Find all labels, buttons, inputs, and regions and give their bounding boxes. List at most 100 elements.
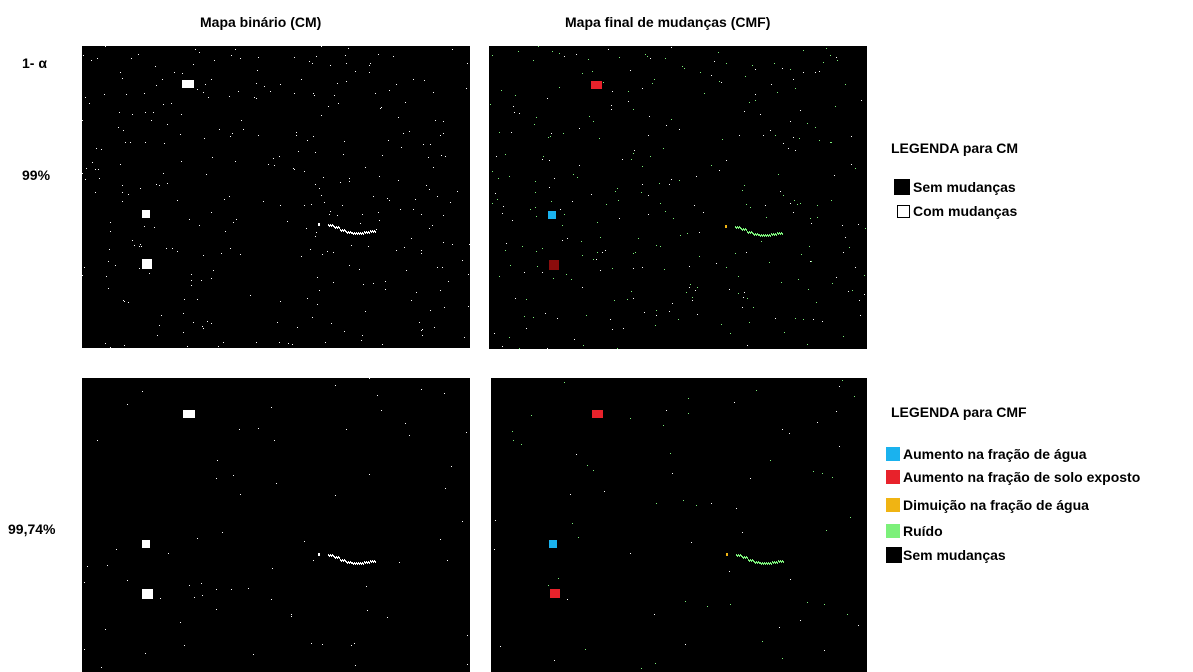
noise-pixel	[263, 201, 264, 202]
noise-pixel	[579, 165, 580, 166]
noise-pixel	[221, 253, 222, 254]
noise-pixel	[800, 620, 801, 621]
noise-pixel	[309, 61, 310, 62]
noise-pixel	[204, 138, 205, 139]
noise-pixel	[832, 477, 833, 478]
noise-pixel	[535, 181, 536, 182]
noise-pixel	[633, 153, 634, 154]
noise-pixel	[803, 50, 804, 51]
noise-pixel	[182, 73, 183, 74]
change-trace	[773, 562, 774, 564]
change-trace	[737, 226, 738, 228]
noise-pixel	[160, 598, 161, 599]
noise-pixel	[405, 423, 406, 424]
noise-pixel	[321, 195, 322, 196]
legend-cm-title: LEGENDA para CM	[891, 140, 1019, 156]
noise-pixel	[501, 90, 502, 91]
noise-pixel	[203, 328, 204, 329]
noise-pixel	[304, 541, 305, 542]
noise-pixel	[224, 199, 225, 200]
noise-pixel	[233, 222, 234, 223]
noise-pixel	[211, 212, 212, 213]
noise-pixel	[422, 335, 423, 336]
noise-pixel	[195, 49, 196, 50]
noise-pixel	[108, 288, 109, 289]
noise-pixel	[648, 214, 649, 215]
noise-pixel	[429, 189, 430, 190]
noise-pixel	[140, 244, 141, 245]
noise-pixel	[770, 130, 771, 131]
noise-pixel	[243, 129, 244, 130]
noise-pixel	[610, 319, 611, 320]
soil-increase-block	[549, 260, 559, 270]
noise-pixel	[719, 170, 720, 171]
noise-pixel	[128, 302, 129, 303]
noise-pixel	[276, 483, 277, 484]
noise-pixel	[109, 249, 110, 250]
noise-pixel	[656, 310, 657, 311]
noise-pixel	[564, 382, 565, 383]
noise-pixel	[627, 299, 628, 300]
noise-pixel	[794, 200, 795, 201]
noise-pixel	[291, 614, 292, 615]
noise-pixel	[824, 650, 825, 651]
noise-pixel	[801, 254, 802, 255]
noise-pixel	[296, 132, 297, 133]
noise-pixel	[180, 622, 181, 623]
noise-pixel	[164, 143, 165, 144]
noise-pixel	[145, 112, 146, 113]
noise-pixel	[349, 178, 350, 179]
noise-pixel	[462, 521, 463, 522]
change-trace	[765, 563, 766, 565]
noise-pixel	[502, 213, 503, 214]
noise-pixel	[826, 530, 827, 531]
change-trace	[337, 227, 338, 229]
noise-pixel	[127, 580, 128, 581]
change-trace	[782, 233, 783, 235]
noise-pixel	[711, 75, 712, 76]
change-trace	[759, 234, 760, 236]
noise-pixel	[660, 203, 661, 204]
change-trace	[768, 562, 769, 564]
noise-pixel	[162, 79, 163, 80]
noise-pixel	[665, 211, 666, 212]
noise-pixel	[752, 65, 753, 66]
change-trace	[748, 232, 749, 234]
noise-pixel	[115, 265, 116, 266]
noise-pixel	[256, 342, 257, 343]
noise-pixel	[699, 256, 700, 257]
noise-pixel	[271, 407, 272, 408]
noise-pixel	[819, 71, 820, 72]
noise-pixel	[166, 248, 167, 249]
noise-pixel	[331, 323, 332, 324]
noise-pixel	[672, 303, 673, 304]
noise-pixel	[582, 73, 583, 74]
noise-pixel	[316, 56, 317, 57]
change-trace	[749, 231, 750, 233]
noise-pixel	[122, 192, 123, 193]
change-trace	[355, 563, 356, 565]
noise-pixel	[177, 200, 178, 201]
noise-pixel	[258, 135, 259, 136]
noise-pixel	[852, 290, 853, 291]
noise-pixel	[696, 176, 697, 177]
noise-pixel	[535, 207, 536, 208]
noise-pixel	[692, 297, 693, 298]
noise-pixel	[385, 281, 386, 282]
noise-pixel	[333, 282, 334, 283]
change-trace	[368, 561, 369, 563]
noise-pixel	[421, 214, 422, 215]
noise-pixel	[571, 279, 572, 280]
noise-pixel	[623, 328, 624, 329]
noise-pixel	[711, 165, 712, 166]
change-trace	[743, 228, 744, 230]
noise-pixel	[424, 80, 425, 81]
noise-pixel	[659, 183, 660, 184]
noise-pixel	[225, 231, 226, 232]
noise-pixel	[434, 327, 435, 328]
noise-pixel	[306, 228, 307, 229]
noise-pixel	[641, 192, 642, 193]
noise-pixel	[360, 223, 361, 224]
noise-pixel	[685, 601, 686, 602]
noise-pixel	[398, 180, 399, 181]
